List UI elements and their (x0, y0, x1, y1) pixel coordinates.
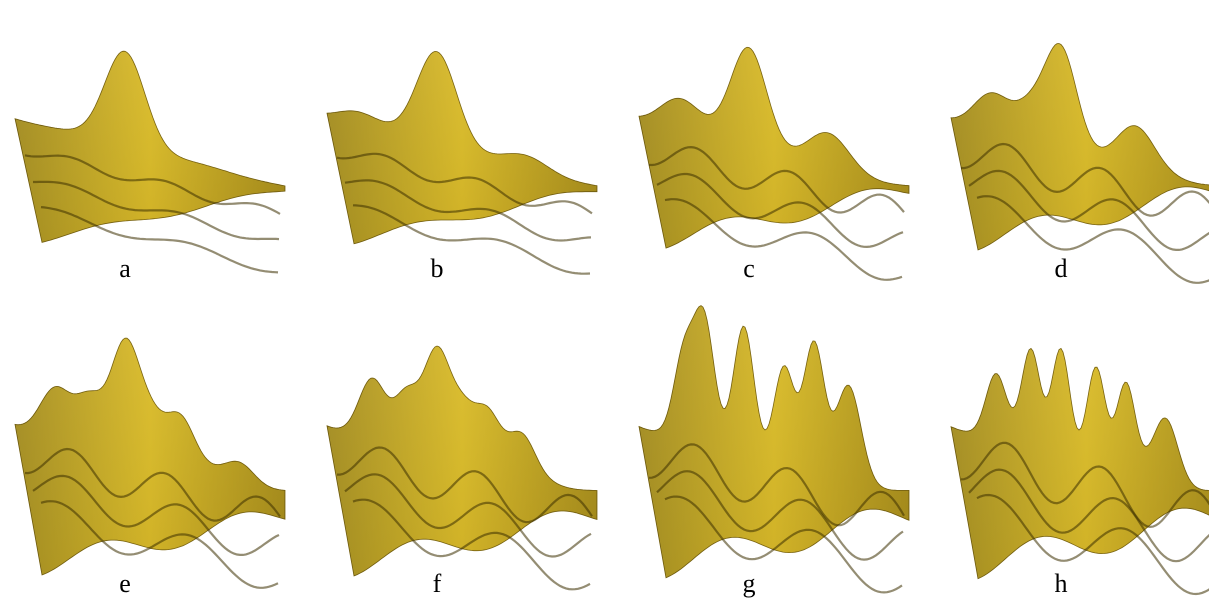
panel-label: d (1055, 254, 1068, 283)
figure: a b c d e f g h (0, 0, 1209, 605)
panel-label: f (433, 569, 442, 598)
surface-shade (639, 306, 909, 578)
panel-label: h (1055, 569, 1068, 598)
surface-shade (15, 51, 285, 242)
surface-shade (15, 338, 285, 575)
panel: g (639, 306, 909, 598)
panel: d (951, 44, 1209, 284)
panel: a (15, 51, 285, 283)
panel-label: c (743, 254, 755, 283)
panel-label: e (119, 569, 131, 598)
panel: e (15, 338, 285, 598)
surface-shade (639, 47, 909, 248)
panel: c (639, 47, 909, 283)
panel: h (951, 348, 1209, 598)
surface-shade (327, 51, 597, 243)
panel-label: b (431, 254, 444, 283)
panel-label: a (119, 254, 131, 283)
surface-shade (327, 346, 597, 576)
panels: a b c d e f g h (15, 44, 1209, 599)
surface-shade (951, 348, 1209, 578)
surface-shade (951, 44, 1209, 251)
panel: f (327, 346, 597, 598)
panel: b (327, 51, 597, 283)
panel-label: g (743, 569, 756, 598)
